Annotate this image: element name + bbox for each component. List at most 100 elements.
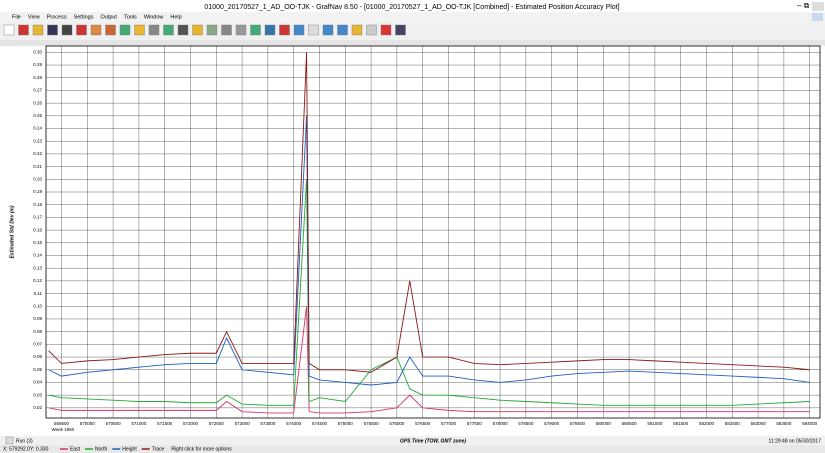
x-tick-label: 584000 bbox=[802, 421, 818, 426]
title-bar bbox=[0, 0, 825, 12]
x-tick-label: 581000 bbox=[647, 421, 663, 426]
menu-item[interactable]: Output bbox=[100, 14, 117, 20]
y-tick-label: 0.10 bbox=[33, 303, 42, 308]
y-tick-label: 0.16 bbox=[33, 227, 42, 232]
toolbar-button[interactable] bbox=[395, 24, 406, 36]
mdi-controls[interactable] bbox=[812, 13, 823, 21]
y-tick-label: 0.09 bbox=[33, 316, 42, 321]
x-tick-label: 569500 bbox=[54, 421, 70, 426]
y-tick-label: 0.08 bbox=[33, 329, 42, 334]
y-tick-label: 0.24 bbox=[33, 126, 42, 131]
x-tick-label: 577000 bbox=[441, 421, 457, 426]
toolbar-button[interactable] bbox=[308, 24, 319, 36]
toolbar-button[interactable] bbox=[279, 24, 290, 36]
menu-item[interactable]: Settings bbox=[74, 14, 94, 20]
y-tick-label: 0.27 bbox=[33, 88, 42, 93]
toolbar-button[interactable] bbox=[134, 24, 145, 36]
status-bar bbox=[0, 445, 825, 453]
toolbar-button[interactable] bbox=[3, 24, 15, 36]
x-tick-label: 578000 bbox=[493, 421, 509, 426]
toolbar-button[interactable] bbox=[163, 24, 174, 36]
y-tick-label: 0.03 bbox=[33, 392, 42, 397]
menu-item[interactable]: Process bbox=[47, 14, 67, 20]
y-tick-label: 0.26 bbox=[33, 100, 42, 105]
status-y: Y: 0.330 bbox=[30, 446, 49, 452]
run-label: Run (3) bbox=[16, 438, 33, 444]
series-line bbox=[48, 306, 810, 414]
toolbar-button[interactable] bbox=[148, 24, 160, 36]
y-tick-label: 0.05 bbox=[33, 367, 42, 372]
y-tick-label: 0.04 bbox=[33, 380, 42, 385]
menu-bar bbox=[0, 12, 825, 22]
toolbar-button[interactable] bbox=[206, 24, 218, 36]
toolbar-button[interactable] bbox=[250, 24, 261, 36]
close-button[interactable] bbox=[812, 2, 824, 11]
y-tick-label: 0.20 bbox=[33, 176, 42, 181]
series-line bbox=[48, 115, 810, 386]
legend-label: East bbox=[70, 446, 81, 452]
legend-label: Trace bbox=[152, 446, 165, 452]
menu-item[interactable]: View bbox=[28, 14, 40, 20]
toolbar-button[interactable] bbox=[337, 24, 348, 36]
toolbar-button[interactable] bbox=[235, 24, 247, 36]
toolbar-button[interactable] bbox=[90, 24, 102, 36]
x-tick-label: 575500 bbox=[364, 421, 380, 426]
toolbar-button[interactable] bbox=[76, 24, 87, 36]
toolbar-button[interactable] bbox=[61, 24, 73, 36]
toolbar-button[interactable] bbox=[119, 24, 131, 36]
legend-label: Height bbox=[122, 446, 137, 452]
y-axis-label: Estimated Std Dev (m) bbox=[9, 205, 15, 258]
x-tick-label: 576000 bbox=[389, 421, 405, 426]
bottom-bar bbox=[0, 436, 825, 445]
toolbar-button[interactable] bbox=[366, 24, 377, 36]
menu-item[interactable]: File bbox=[12, 14, 21, 20]
x-axis-label: GPS Time (TOW, GMT zone) bbox=[400, 438, 466, 444]
x-tick-label: 573500 bbox=[260, 421, 276, 426]
window-title: 01000_20170527_1_AD_OO-TJK - GrafNav 8.5… bbox=[204, 4, 619, 11]
x-tick-label: 577500 bbox=[467, 421, 483, 426]
x-tick-label: 579500 bbox=[570, 421, 586, 426]
toolbar-button[interactable] bbox=[47, 24, 58, 36]
y-tick-label: 0.11 bbox=[34, 291, 43, 296]
y-tick-label: 0.22 bbox=[33, 151, 42, 156]
x-tick-label: 583000 bbox=[751, 421, 767, 426]
toolbar-button[interactable] bbox=[18, 24, 29, 36]
toolbar-button[interactable] bbox=[105, 24, 116, 36]
toolbar-button[interactable] bbox=[322, 24, 334, 36]
y-tick-label: 0.28 bbox=[33, 75, 42, 80]
y-tick-label: 0.15 bbox=[33, 240, 42, 245]
y-tick-label: 0.12 bbox=[33, 278, 42, 283]
y-tick-label: 0.29 bbox=[33, 62, 42, 67]
plot-area bbox=[45, 45, 821, 419]
window-controls[interactable]: – ⧉ bbox=[797, 1, 810, 10]
x-tick-label: 580500 bbox=[622, 421, 638, 426]
x-tick-label: 579000 bbox=[544, 421, 560, 426]
menu-item[interactable]: Tools bbox=[124, 14, 137, 20]
x-tick-label: 571000 bbox=[131, 421, 147, 426]
toolbar-button[interactable] bbox=[192, 24, 203, 36]
toolbar-button[interactable] bbox=[177, 24, 189, 36]
toolbar-button[interactable] bbox=[264, 24, 276, 36]
y-tick-label: 0.30 bbox=[33, 50, 42, 55]
menu-item[interactable]: Help bbox=[170, 14, 181, 20]
x-tick-label: 572500 bbox=[209, 421, 225, 426]
run-strip bbox=[0, 40, 825, 46]
y-tick-label: 0.06 bbox=[33, 354, 42, 359]
x-tick-label: 570500 bbox=[106, 421, 122, 426]
x-tick-label: 581500 bbox=[673, 421, 689, 426]
x-tick-label: 574500 bbox=[312, 421, 328, 426]
menu-item[interactable]: Window bbox=[144, 14, 164, 20]
toolbar-button[interactable] bbox=[32, 24, 44, 36]
toolbar-button[interactable] bbox=[351, 24, 363, 36]
y-tick-label: 0.17 bbox=[33, 215, 42, 220]
toolbar-button[interactable] bbox=[221, 24, 232, 36]
x-tick-label: 582500 bbox=[725, 421, 741, 426]
toolbar-button[interactable] bbox=[293, 24, 305, 36]
y-tick-label: 0.07 bbox=[33, 342, 42, 347]
toolbar-button[interactable] bbox=[380, 24, 392, 36]
toolbar bbox=[0, 22, 825, 40]
run-button[interactable] bbox=[5, 436, 14, 445]
x-tick-label: 571500 bbox=[157, 421, 173, 426]
x-tick-label: 570000 bbox=[80, 421, 96, 426]
